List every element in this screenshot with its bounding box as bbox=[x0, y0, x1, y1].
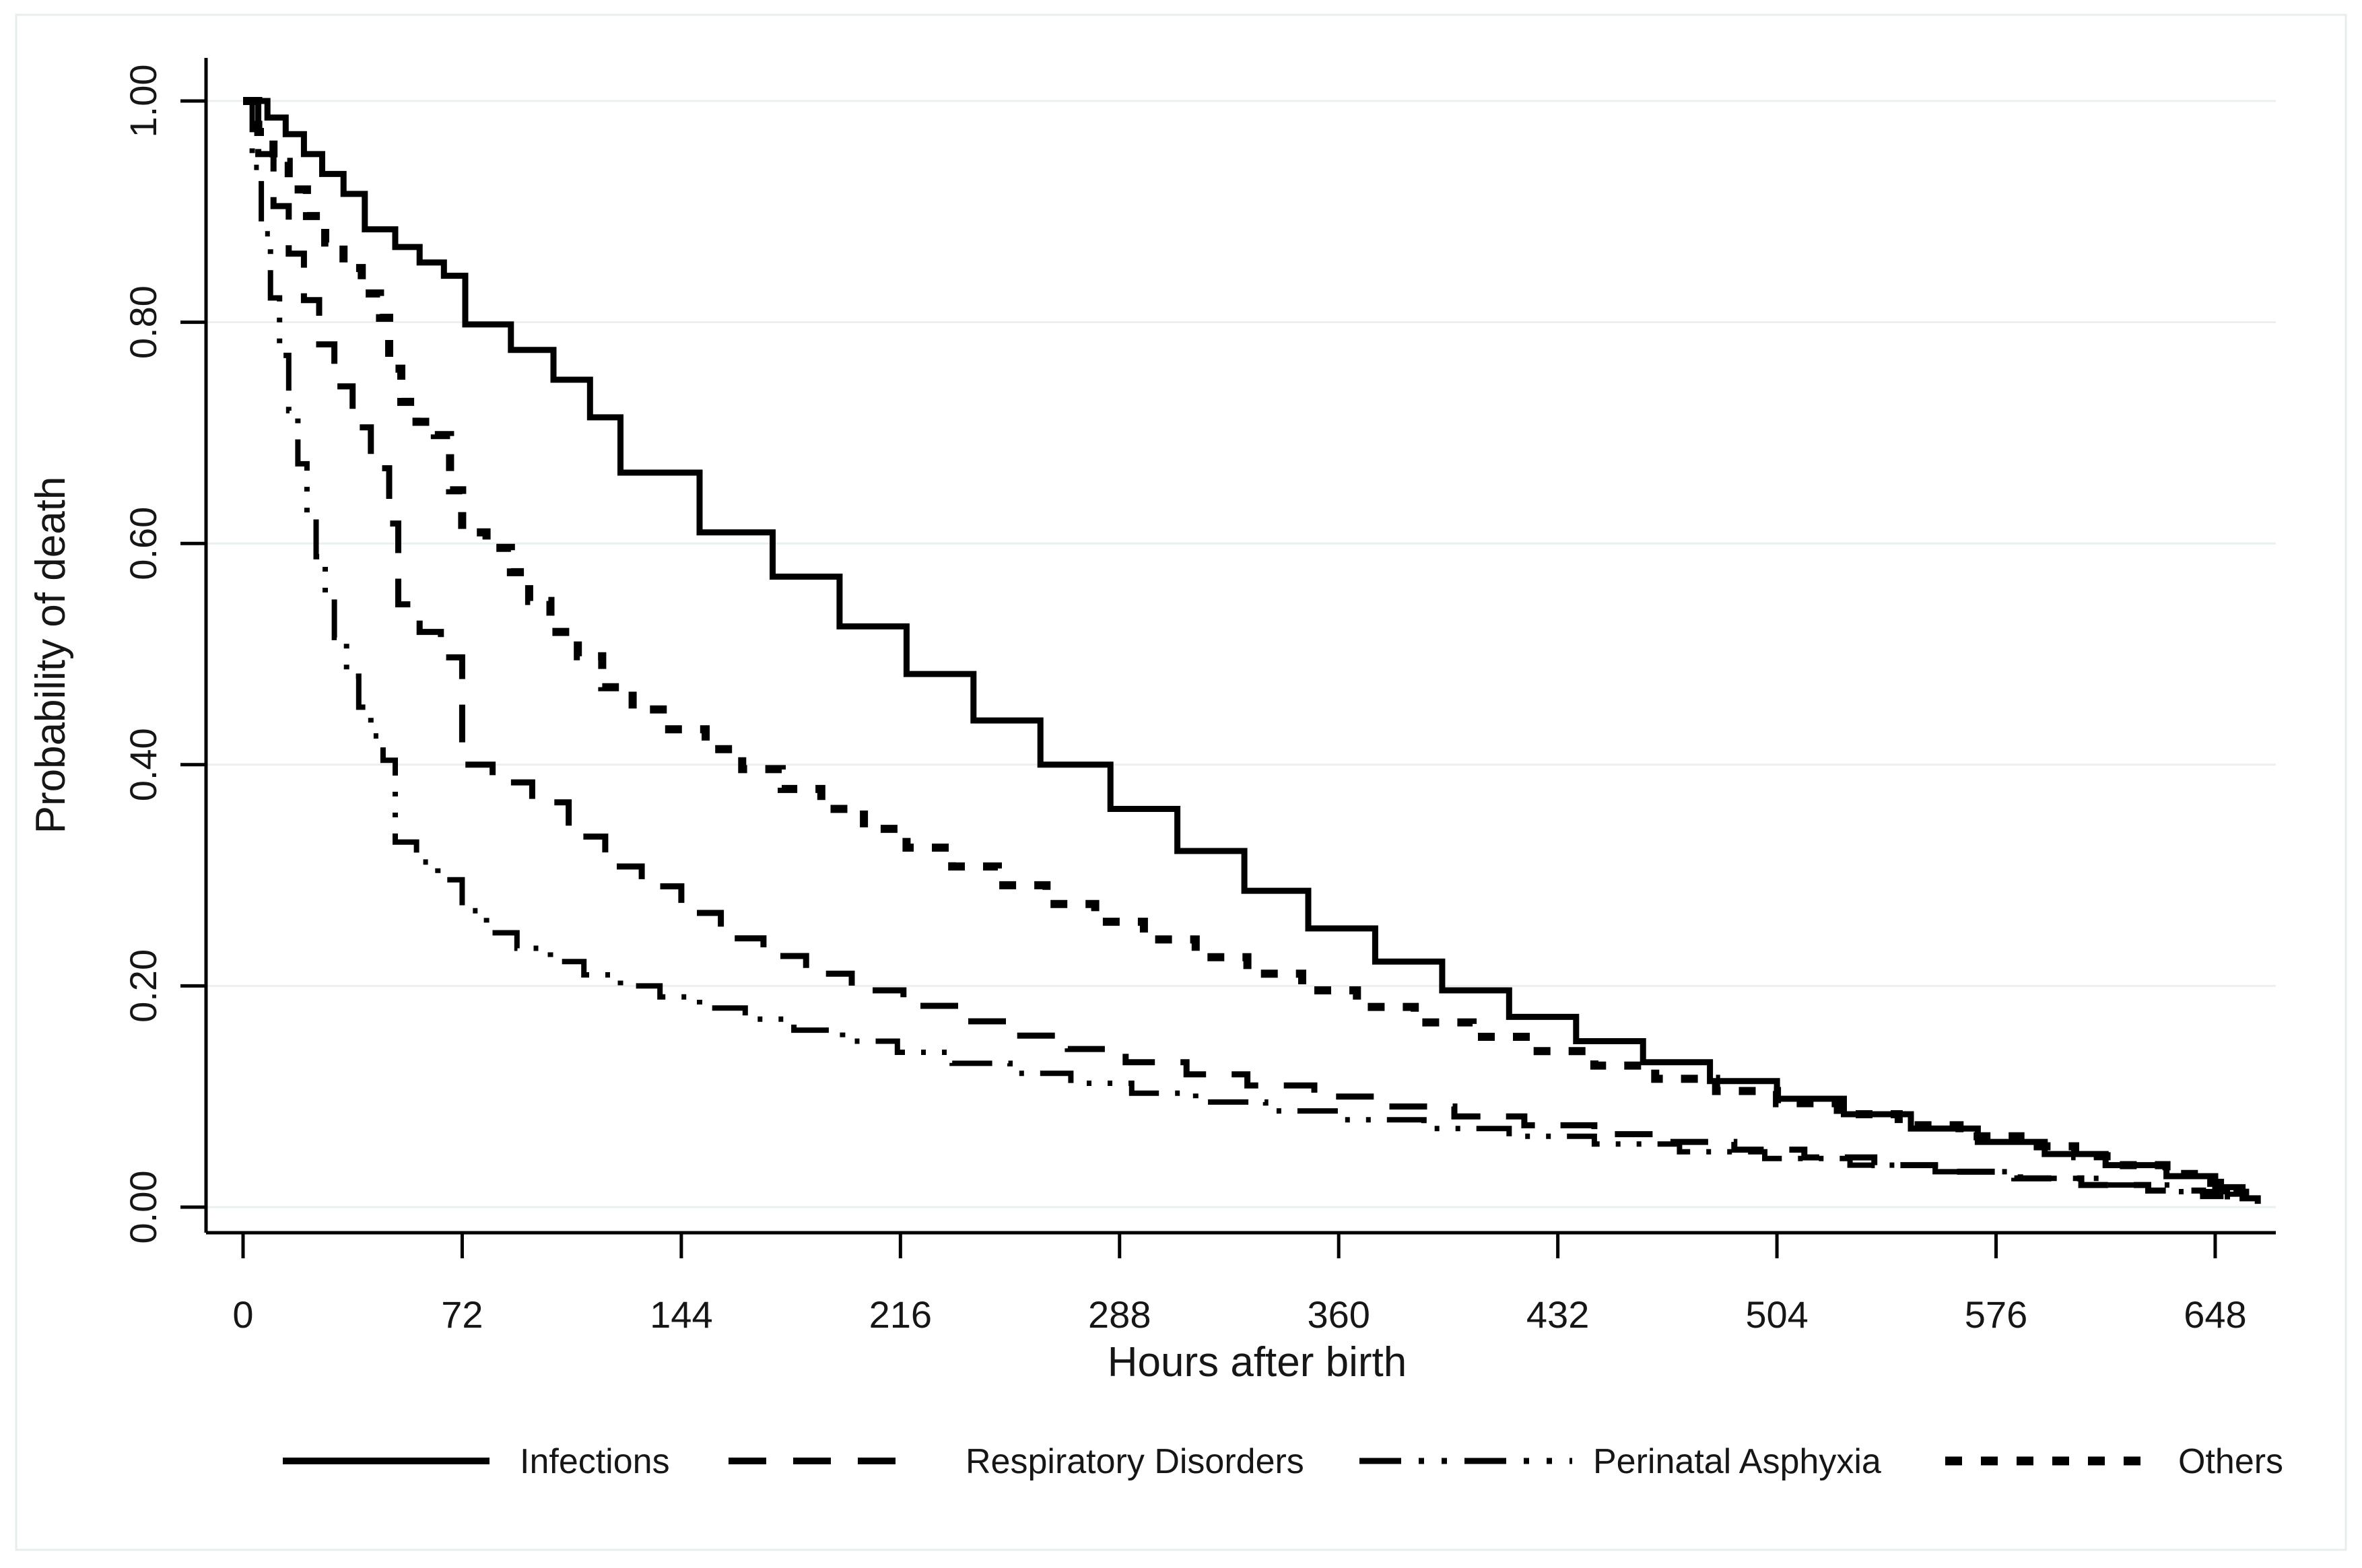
x-tick-label-144: 144 bbox=[650, 1293, 712, 1336]
legend: Infections Respiratory Disorders Perinat… bbox=[283, 1442, 2283, 1481]
y-axis-ticks: 0.00 0.20 0.40 0.60 0.80 1.00 bbox=[122, 65, 206, 1244]
legend-item-infections: Infections bbox=[283, 1442, 670, 1481]
legend-item-respiratory-disorders: Respiratory Disorders bbox=[729, 1442, 1304, 1481]
x-tick-label-0: 0 bbox=[232, 1293, 253, 1336]
x-tick-label-72: 72 bbox=[441, 1293, 483, 1336]
y-tick-label-0.20: 0.20 bbox=[122, 949, 164, 1023]
x-axis-title: Hours after birth bbox=[1108, 1339, 1407, 1386]
x-tick-label-360: 360 bbox=[1307, 1293, 1370, 1336]
y-axis-title: Probability of death bbox=[28, 477, 74, 834]
legend-label-respiratory-disorders: Respiratory Disorders bbox=[966, 1442, 1304, 1481]
gridlines bbox=[206, 100, 2276, 1208]
curve-infections bbox=[243, 98, 2261, 1204]
curve-respiratory-disorders bbox=[243, 98, 2243, 1203]
axes bbox=[204, 58, 2276, 1235]
legend-label-perinatal-asphyxia: Perinatal Asphyxia bbox=[1593, 1442, 1881, 1481]
curve-perinatal-asphyxia bbox=[243, 98, 2230, 1200]
figure-border bbox=[15, 13, 2347, 1551]
x-tick-label-576: 576 bbox=[1965, 1293, 2027, 1336]
y-tick-label-0.60: 0.60 bbox=[122, 507, 164, 580]
curves bbox=[243, 97, 2261, 1204]
x-tick-label-432: 432 bbox=[1526, 1293, 1589, 1336]
y-tick-label-0.00: 0.00 bbox=[122, 1171, 164, 1244]
legend-item-others: Others bbox=[1945, 1442, 2283, 1481]
y-tick-label-0.40: 0.40 bbox=[122, 728, 164, 801]
curve-others bbox=[243, 97, 2256, 1201]
y-tick-label-1.00: 1.00 bbox=[122, 65, 164, 138]
y-tick-label-0.80: 0.80 bbox=[122, 285, 164, 359]
legend-item-perinatal-asphyxia: Perinatal Asphyxia bbox=[1359, 1442, 1881, 1481]
legend-label-infections: Infections bbox=[520, 1442, 670, 1481]
legend-label-others: Others bbox=[2178, 1442, 2283, 1481]
x-tick-label-288: 288 bbox=[1088, 1293, 1151, 1336]
x-tick-label-648: 648 bbox=[2184, 1293, 2246, 1336]
x-tick-label-504: 504 bbox=[1745, 1293, 1808, 1336]
x-axis-ticks: 0 72 144 216 288 360 432 504 576 648 bbox=[232, 1233, 2247, 1336]
x-tick-label-216: 216 bbox=[869, 1293, 932, 1336]
